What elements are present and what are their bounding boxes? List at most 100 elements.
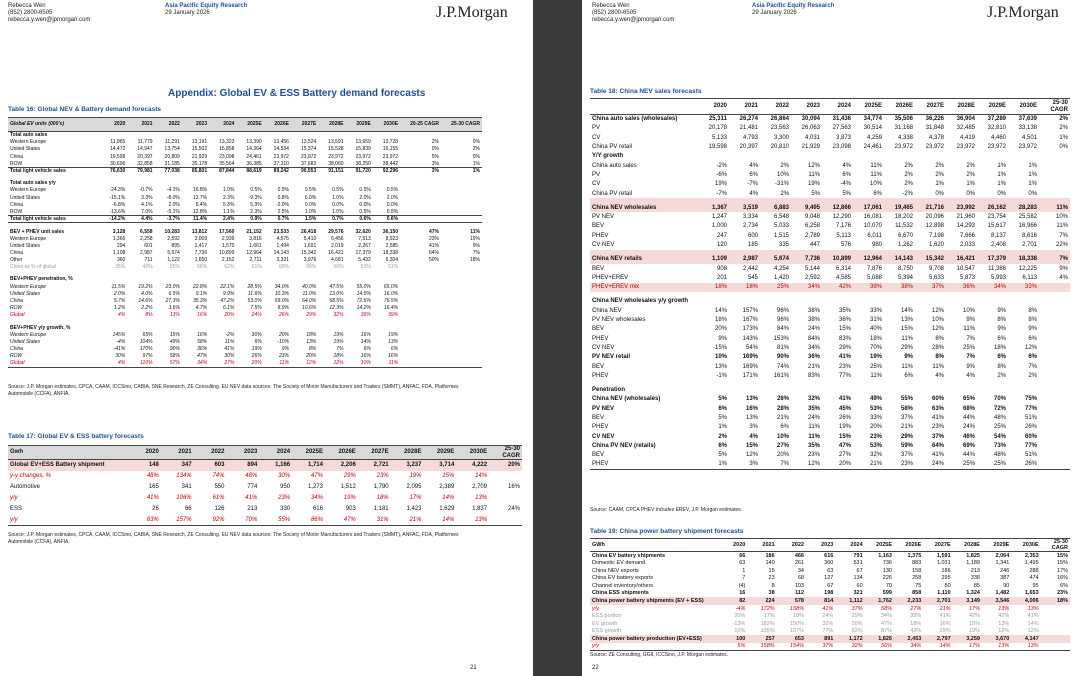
cell: 1,109 [698,249,729,264]
cell: 7,198 [928,232,944,239]
cell: 18% [714,317,727,324]
cell: 64% [429,249,440,256]
data-row: China EV battery exports 7 23 68 127 134 226 25… [590,574,1070,582]
cell: -24.3% [109,187,126,194]
cell: 13% [745,396,758,403]
cell: 5,113 [836,232,851,239]
cell: 7.0% [141,208,153,215]
row-label: BEV [592,265,605,272]
cell: 23,972 [355,153,371,160]
cell: 31,436 [832,116,851,123]
cell: 11% [901,335,913,342]
cell: 17,379 [977,249,1008,264]
data-row: China 5.7% 14.6% 27.3% 35.3% 47.2% 53.0% 59.0% 6… [8,297,482,304]
cell: 4,259 [866,134,882,141]
column-header: 2025E [292,444,325,461]
cell: 13,754 [164,146,180,153]
empty-cell [1039,451,1070,460]
cell: 1% [698,459,729,470]
cell: 10,899 [822,249,853,264]
column-header: 2027E [290,117,319,132]
cell: 198 [824,590,834,597]
cell: 23,533 [263,222,291,235]
cell: 70% [869,344,882,351]
cell: 1,762 [864,597,894,605]
cell: 197% [789,628,804,635]
cell: 13,591 [328,139,344,146]
cell: 182% [760,620,775,627]
data-row: PV NEV retail 10% 169% 90% 36% 41% 19% 9% 8% 7% 6%… [590,353,1070,362]
empty-cell [1039,362,1070,371]
cell: 15% [169,331,180,338]
cell: 32,620 [345,222,373,235]
cell: 1,825 [966,552,980,559]
cell: 11,779 [137,139,153,146]
cell: 6% [1060,582,1068,589]
cell: 11% [1039,198,1070,213]
cell: 31,185 [164,160,180,167]
cell: 14% [714,307,727,314]
cell: 126 [214,506,225,513]
cell: 173% [742,326,758,333]
cell: 39% [853,282,884,292]
row-label: CV NEV [592,344,615,351]
cell: 29% [900,344,913,351]
row-label: y/y [590,642,719,651]
cell: 1,112 [835,597,865,605]
cell: 4% [749,433,758,440]
cell: 65.0% [383,283,399,290]
cell: 84% [776,326,789,333]
cell: 545 [747,274,758,281]
cell: 1.2% [113,305,126,312]
cell: 0.7% [318,215,346,223]
cell: 32% [333,312,344,319]
row-label: China NEV [592,307,622,314]
cell: 37,310 [273,160,289,167]
row-label: China power battery production (EV+ESS) [590,635,719,643]
cell: 24% [915,459,946,470]
data-row: China auto sales -2% 4% 2% 12% 4% 11% 2% 2% 2% 1% 1… [590,161,1070,170]
cell: 14,293 [956,223,975,230]
row-label: PHEV+EREV mix [590,282,698,292]
cell: 12,964 [853,249,884,264]
cell: 12% [1027,628,1039,635]
empty-cell [1041,620,1070,628]
cell: 172% [760,605,775,612]
cell: 1,837 [472,506,488,513]
cell: 17% [763,613,775,620]
cell: 50% [429,257,440,264]
cell: 37% [806,642,836,651]
date: 29 January 2026 [752,10,797,16]
cell: 0.5% [359,208,371,215]
cell: 858 [912,590,922,597]
cell: 20% [714,326,727,333]
cell: 7,736 [791,249,822,264]
cell: 31% [869,317,882,324]
cell: 2.3% [250,208,262,215]
cell: 92% [193,514,227,527]
cell: 6% [749,171,758,178]
cell: 3% [749,424,758,431]
cell: 23% [376,473,389,480]
cell: 91,720 [345,166,373,175]
cell: 15,342 [915,249,946,264]
cell: 10% [962,307,975,314]
column-header: GWh [590,537,719,553]
cell: 5.9% [250,201,262,208]
row-label: United States [10,290,41,297]
cell: 56% [864,642,894,651]
data-row: Domestic EV demand 63 140 261 360 531 736 883 1,… [590,559,1070,567]
column-header: Global EV units (000's) [8,117,100,132]
cell: 19% [388,331,399,338]
empty-cell [1039,423,1070,432]
cell: 12% [290,359,319,368]
cell: 83% [838,335,851,342]
cell: 148 [128,459,161,471]
cell: 53% [869,442,882,449]
section-row: BEV+PHEV penetration, % [8,271,482,283]
cell: 26,864 [770,116,789,123]
data-row: China NEV wholesales 1,367 3,519 6,883 9,495… [590,198,1070,213]
cell: 171% [742,372,758,379]
cell: 13% [475,495,488,502]
cell: 16% [197,331,208,338]
